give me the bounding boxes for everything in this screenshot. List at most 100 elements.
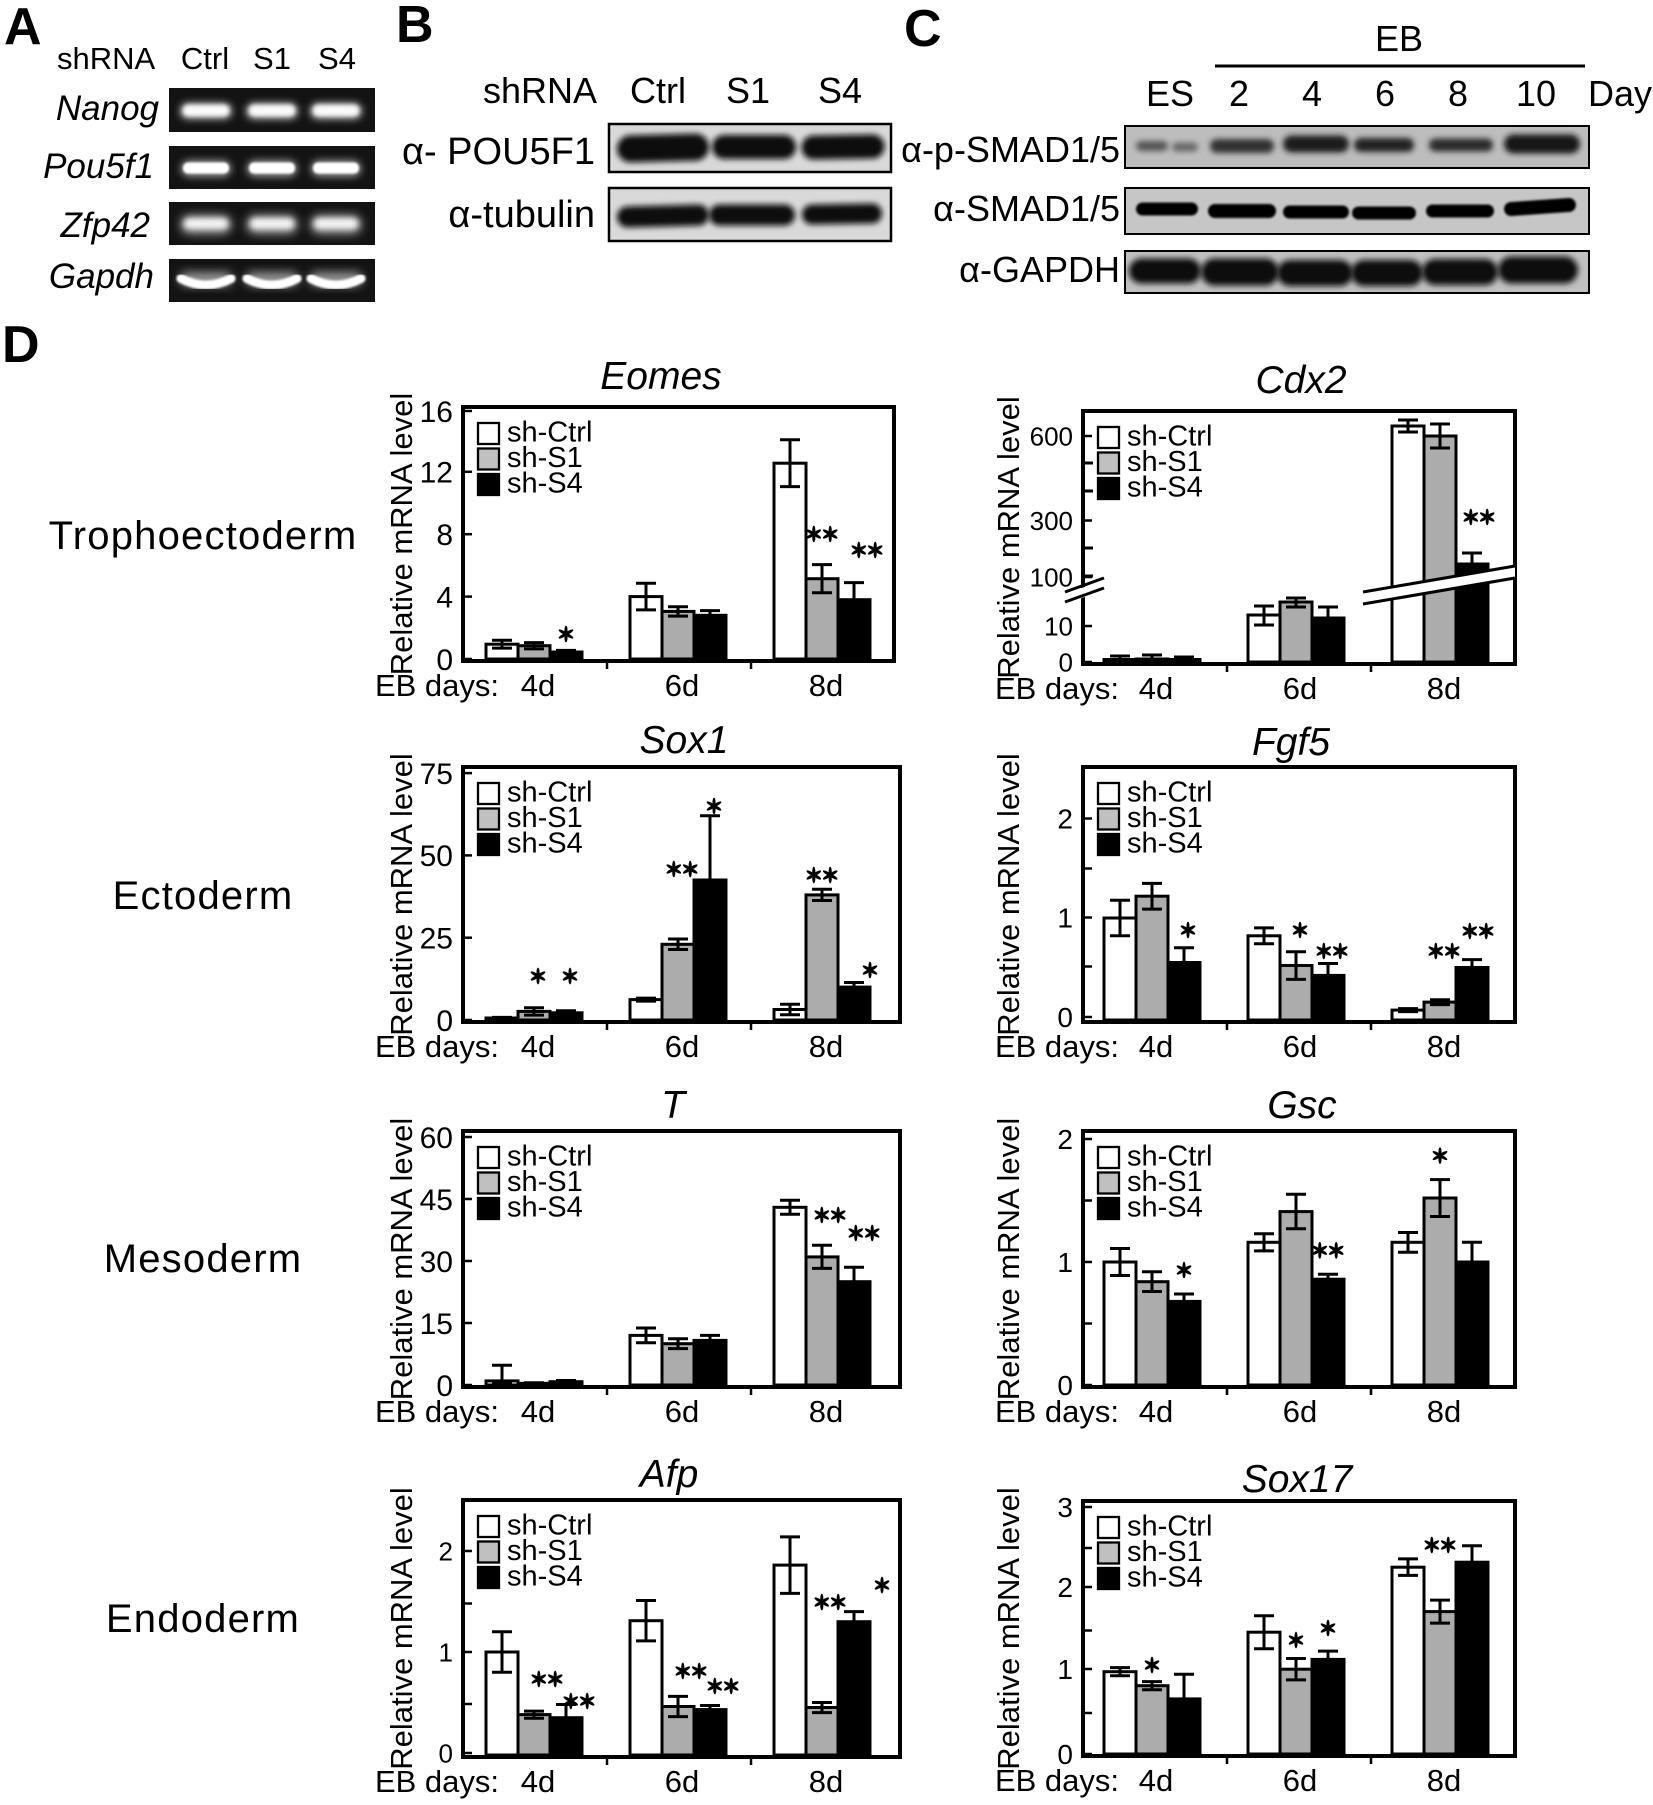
svg-text:600: 600 <box>1030 421 1073 451</box>
svg-text:Gapdh: Gapdh <box>49 257 154 296</box>
svg-text:6d: 6d <box>1283 1763 1317 1798</box>
svg-text:6d: 6d <box>665 1029 699 1064</box>
svg-text:45: 45 <box>420 1184 453 1217</box>
svg-text:α- POU5F1: α- POU5F1 <box>402 131 595 173</box>
svg-text:0: 0 <box>436 1370 453 1403</box>
svg-text:Relative mRNA level: Relative mRNA level <box>991 1487 1026 1770</box>
svg-text:B: B <box>396 0 434 54</box>
svg-text:8d: 8d <box>809 668 843 703</box>
svg-text:EB days:: EB days: <box>995 1029 1119 1064</box>
svg-text:8d: 8d <box>809 1394 843 1429</box>
svg-text:1: 1 <box>439 1637 453 1667</box>
svg-text:sh-S1: sh-S1 <box>1127 446 1203 478</box>
svg-text:Zfp42: Zfp42 <box>60 206 151 245</box>
svg-text:Trophoectoderm: Trophoectoderm <box>49 514 358 558</box>
svg-text:S1: S1 <box>726 70 770 111</box>
svg-text:3: 3 <box>1057 1492 1073 1523</box>
svg-text:2: 2 <box>439 1536 453 1566</box>
svg-text:50: 50 <box>420 840 453 873</box>
svg-text:300: 300 <box>1030 506 1073 536</box>
svg-text:2: 2 <box>1057 1124 1073 1155</box>
svg-text:8d: 8d <box>1427 1029 1461 1064</box>
svg-text:sh-Ctrl: sh-Ctrl <box>507 417 592 449</box>
svg-text:60: 60 <box>420 1122 453 1155</box>
svg-text:0: 0 <box>439 1738 453 1768</box>
svg-text:Pou5f1: Pou5f1 <box>43 147 154 186</box>
svg-text:0: 0 <box>436 644 453 677</box>
svg-text:Eomes: Eomes <box>600 355 721 398</box>
svg-text:sh-S4: sh-S4 <box>507 1192 583 1224</box>
svg-text:75: 75 <box>420 758 453 791</box>
svg-text:4d: 4d <box>1139 1394 1173 1429</box>
svg-text:sh-S4: sh-S4 <box>1127 1562 1203 1594</box>
svg-text:Ctrl: Ctrl <box>181 41 229 76</box>
svg-text:sh-Ctrl: sh-Ctrl <box>1127 421 1212 453</box>
svg-text:8d: 8d <box>809 1764 843 1799</box>
svg-text:Relative mRNA level: Relative mRNA level <box>991 1118 1026 1401</box>
svg-text:8d: 8d <box>1427 1763 1461 1798</box>
svg-text:C: C <box>904 0 942 58</box>
svg-text:sh-Ctrl: sh-Ctrl <box>1127 1511 1212 1543</box>
svg-text:EB days:: EB days: <box>995 1394 1119 1429</box>
svg-text:Gsc: Gsc <box>1267 1084 1337 1127</box>
svg-text:Fgf5: Fgf5 <box>1252 721 1330 764</box>
svg-text:6d: 6d <box>1283 1394 1317 1429</box>
svg-text:Sox1: Sox1 <box>640 719 729 762</box>
svg-text:sh-S1: sh-S1 <box>1127 1166 1203 1198</box>
svg-text:Mesoderm: Mesoderm <box>104 1237 303 1281</box>
svg-text:0: 0 <box>1057 1739 1073 1770</box>
svg-text:EB days:: EB days: <box>375 1394 499 1429</box>
svg-text:8d: 8d <box>809 1029 843 1064</box>
svg-text:1: 1 <box>1057 1654 1073 1685</box>
svg-text:16: 16 <box>420 396 453 429</box>
svg-text:sh-S1: sh-S1 <box>507 442 583 474</box>
svg-text:Nanog: Nanog <box>56 89 160 128</box>
svg-text:2: 2 <box>1229 73 1249 114</box>
svg-text:Relative mRNA level: Relative mRNA level <box>991 753 1026 1036</box>
svg-text:sh-S1: sh-S1 <box>507 1535 583 1567</box>
svg-text:4d: 4d <box>521 668 555 703</box>
svg-text:sh-S1: sh-S1 <box>1127 802 1203 834</box>
svg-text:1: 1 <box>1057 903 1073 934</box>
svg-text:S1: S1 <box>253 41 291 76</box>
svg-text:4d: 4d <box>1139 1029 1173 1064</box>
svg-text:sh-S4: sh-S4 <box>1127 828 1203 860</box>
svg-text:6d: 6d <box>665 668 699 703</box>
svg-text:4d: 4d <box>1139 1763 1173 1798</box>
svg-text:EB days:: EB days: <box>375 1764 499 1799</box>
svg-text:EB days:: EB days: <box>375 1029 499 1064</box>
svg-text:4: 4 <box>1302 73 1322 114</box>
svg-text:α-p-SMAD1/5: α-p-SMAD1/5 <box>901 129 1120 170</box>
svg-text:Relative mRNA level: Relative mRNA level <box>384 753 419 1036</box>
svg-text:Sox17: Sox17 <box>1242 1458 1354 1501</box>
svg-text:sh-Ctrl: sh-Ctrl <box>1127 777 1212 809</box>
svg-text:Ectoderm: Ectoderm <box>113 874 294 918</box>
svg-text:4d: 4d <box>1139 671 1173 706</box>
svg-text:0: 0 <box>436 1005 453 1038</box>
svg-text:Cdx2: Cdx2 <box>1255 359 1346 402</box>
svg-text:α-SMAD1/5: α-SMAD1/5 <box>933 188 1120 229</box>
svg-text:Afp: Afp <box>638 1453 699 1496</box>
svg-text:sh-S4: sh-S4 <box>1127 472 1203 504</box>
svg-text:T: T <box>661 1084 688 1127</box>
svg-text:sh-S1: sh-S1 <box>507 1166 583 1198</box>
svg-text:EB days:: EB days: <box>375 668 499 703</box>
svg-text:sh-S1: sh-S1 <box>507 802 583 834</box>
svg-text:25: 25 <box>420 923 453 956</box>
svg-text:sh-S4: sh-S4 <box>507 828 583 860</box>
svg-text:Ctrl: Ctrl <box>630 70 686 111</box>
svg-text:12: 12 <box>420 457 453 490</box>
svg-text:6: 6 <box>1375 73 1395 114</box>
svg-text:6d: 6d <box>1283 671 1317 706</box>
svg-text:8: 8 <box>436 519 453 552</box>
svg-text:8d: 8d <box>1427 1394 1461 1429</box>
svg-text:10: 10 <box>1044 611 1073 641</box>
svg-text:sh-Ctrl: sh-Ctrl <box>507 777 592 809</box>
svg-text:sh-Ctrl: sh-Ctrl <box>507 1141 592 1173</box>
svg-text:Relative mRNA level: Relative mRNA level <box>384 1118 419 1401</box>
svg-text:100: 100 <box>1030 562 1073 592</box>
svg-text:4d: 4d <box>521 1029 555 1064</box>
svg-text:α-GAPDH: α-GAPDH <box>959 249 1120 290</box>
svg-text:6d: 6d <box>665 1764 699 1799</box>
svg-text:S4: S4 <box>818 70 862 111</box>
